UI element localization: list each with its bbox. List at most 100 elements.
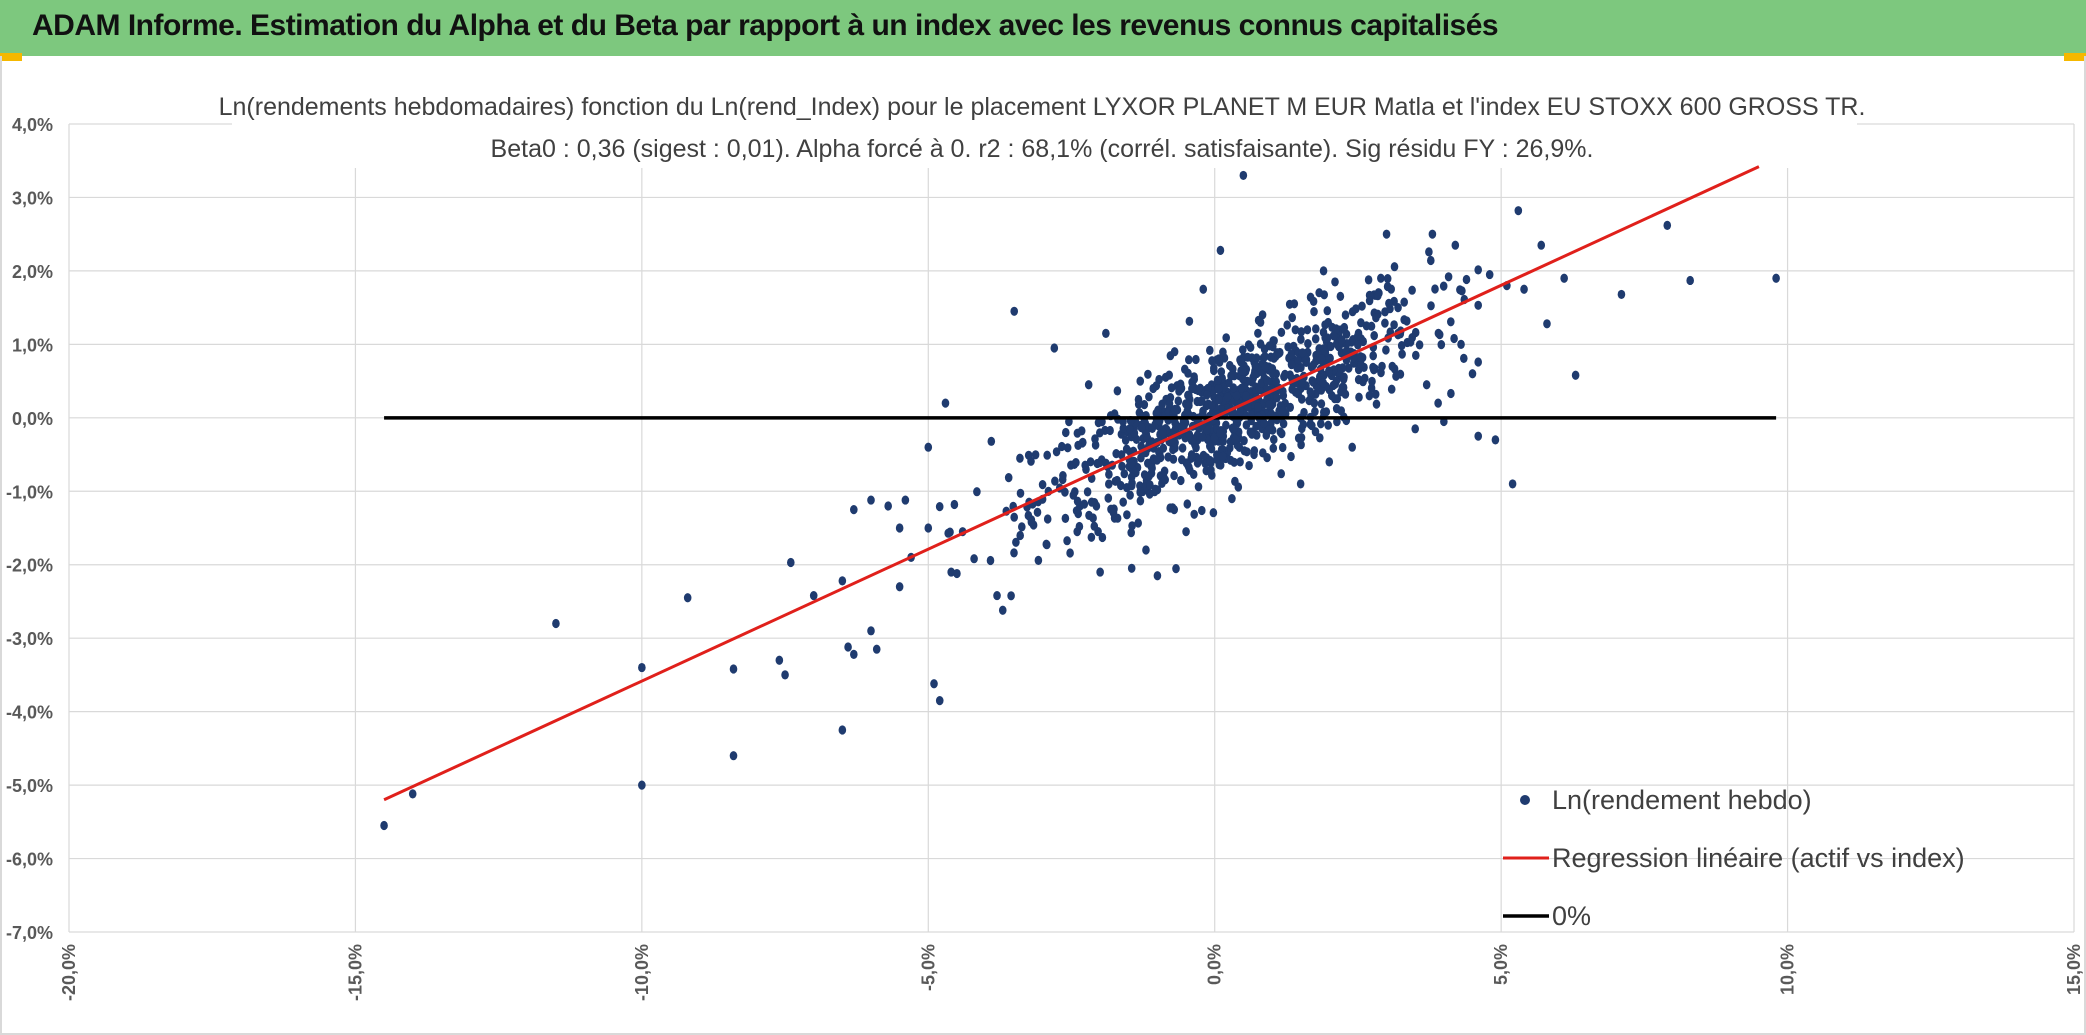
scatter-point xyxy=(1321,347,1330,357)
scatter-point xyxy=(838,725,847,735)
scatter-point xyxy=(1276,427,1285,437)
scatter-point xyxy=(1310,307,1318,317)
scatter-point xyxy=(1427,255,1435,266)
scatter-point xyxy=(1086,457,1095,467)
scatter-point xyxy=(1050,343,1059,353)
x-tick-label: -5,0% xyxy=(918,944,938,991)
scatter-point xyxy=(1371,389,1380,399)
scatter-point xyxy=(1074,440,1082,450)
scatter-point xyxy=(844,642,852,652)
scatter-point xyxy=(1061,427,1070,438)
scatter-point xyxy=(1084,380,1093,390)
scatter-point xyxy=(935,502,944,512)
scatter-point xyxy=(1087,532,1096,542)
scatter-point xyxy=(1394,303,1402,313)
scatter-point xyxy=(1183,499,1192,509)
scatter-point xyxy=(1571,370,1580,380)
x-axis-tick-labels: -20,0% -15,0% -10,0% -5,0% 0,0% 5,0% 10,0% 15,0… xyxy=(59,944,2084,1001)
scatter-point xyxy=(1311,334,1320,344)
scatter-point xyxy=(1051,476,1059,486)
scatter-point xyxy=(1406,337,1415,347)
scatter-point xyxy=(944,528,952,538)
scatter-point xyxy=(1177,422,1186,432)
scatter-point xyxy=(1134,518,1142,528)
scatter-point xyxy=(1341,310,1350,320)
scatter-point xyxy=(1263,453,1271,463)
scatter-point xyxy=(1290,299,1299,309)
scatter-point xyxy=(1415,340,1424,350)
scatter-point xyxy=(1209,508,1218,518)
scatter-point xyxy=(1216,245,1225,255)
scatter-point xyxy=(1279,419,1288,429)
scatter-point xyxy=(895,582,904,592)
scatter-point xyxy=(1010,548,1018,558)
scatter-point xyxy=(1210,432,1219,443)
scatter-point xyxy=(1192,443,1200,453)
scatter-point xyxy=(1105,469,1113,479)
scatter-point xyxy=(1177,475,1185,486)
scatter-point xyxy=(787,557,795,568)
scatter-point xyxy=(1254,402,1262,412)
scatter-point xyxy=(1072,458,1080,468)
scatter-point xyxy=(1520,284,1528,294)
scatter-point xyxy=(1128,521,1136,531)
scatter-point xyxy=(1294,356,1302,366)
scatter-point xyxy=(1338,382,1347,392)
scatter-point xyxy=(1087,497,1096,507)
scatter-point xyxy=(1263,376,1272,386)
scatter-point xyxy=(1474,265,1482,275)
scatter-point xyxy=(781,670,789,680)
scatter-point xyxy=(1090,521,1099,531)
scatter-point xyxy=(1256,339,1265,349)
scatter-point xyxy=(1447,317,1455,327)
y-tick-label: 4,0% xyxy=(12,115,53,135)
scatter-point xyxy=(1127,563,1136,573)
scatter-point xyxy=(1251,361,1260,371)
scatter-point xyxy=(729,751,738,761)
scatter-point xyxy=(1365,296,1374,306)
scatter-point xyxy=(1151,484,1160,494)
legend-label-regression: Regression linéaire (actif vs index) xyxy=(1552,843,1965,873)
scatter-point xyxy=(552,618,560,629)
scatter-point xyxy=(1123,510,1131,520)
scatter-point xyxy=(1192,354,1200,365)
scatter-point xyxy=(1277,469,1285,479)
scatter-point xyxy=(1024,450,1033,460)
scatter-point xyxy=(1203,390,1211,400)
y-tick-label: -1,0% xyxy=(6,482,53,502)
scatter-point xyxy=(729,664,738,674)
scatter-point xyxy=(1184,390,1192,400)
scatter-point xyxy=(638,662,646,673)
scatter-point xyxy=(1286,402,1294,412)
scatter-point xyxy=(1194,482,1203,492)
scatter-point xyxy=(1142,545,1150,555)
scatter-point xyxy=(1198,505,1206,516)
scatter-point xyxy=(1457,339,1465,349)
legend: Ln(rendement hebdo) Regression linéaire … xyxy=(1503,785,1965,931)
x-tick-label: 10,0% xyxy=(1778,944,1798,995)
scatter-point xyxy=(1310,398,1319,408)
scatter-point xyxy=(1063,443,1072,453)
scatter-point xyxy=(1325,367,1333,377)
scatter-point xyxy=(1289,341,1298,351)
scatter-point xyxy=(1348,442,1356,452)
scatter-point xyxy=(1080,499,1089,509)
scatter-point xyxy=(1148,423,1157,433)
legend-label-scatter: Ln(rendement hebdo) xyxy=(1552,785,1812,815)
y-tick-label: -2,0% xyxy=(6,556,53,576)
scatter-point xyxy=(930,679,938,689)
scatter-point xyxy=(1052,447,1061,457)
scatter-point xyxy=(941,398,950,408)
scatter-point xyxy=(1140,400,1149,410)
corner-accent-right xyxy=(2064,53,2086,61)
scatter-point xyxy=(1144,369,1152,379)
y-tick-label: -6,0% xyxy=(6,850,53,870)
scatter-point xyxy=(950,499,959,510)
scatter-point xyxy=(1219,347,1227,357)
scatter-point xyxy=(1230,423,1238,433)
scatter-point xyxy=(1174,396,1183,406)
scatter-point xyxy=(1098,532,1107,543)
scatter-point xyxy=(1367,383,1376,393)
scatter-point xyxy=(1178,455,1186,465)
scatter-point xyxy=(1166,503,1174,513)
